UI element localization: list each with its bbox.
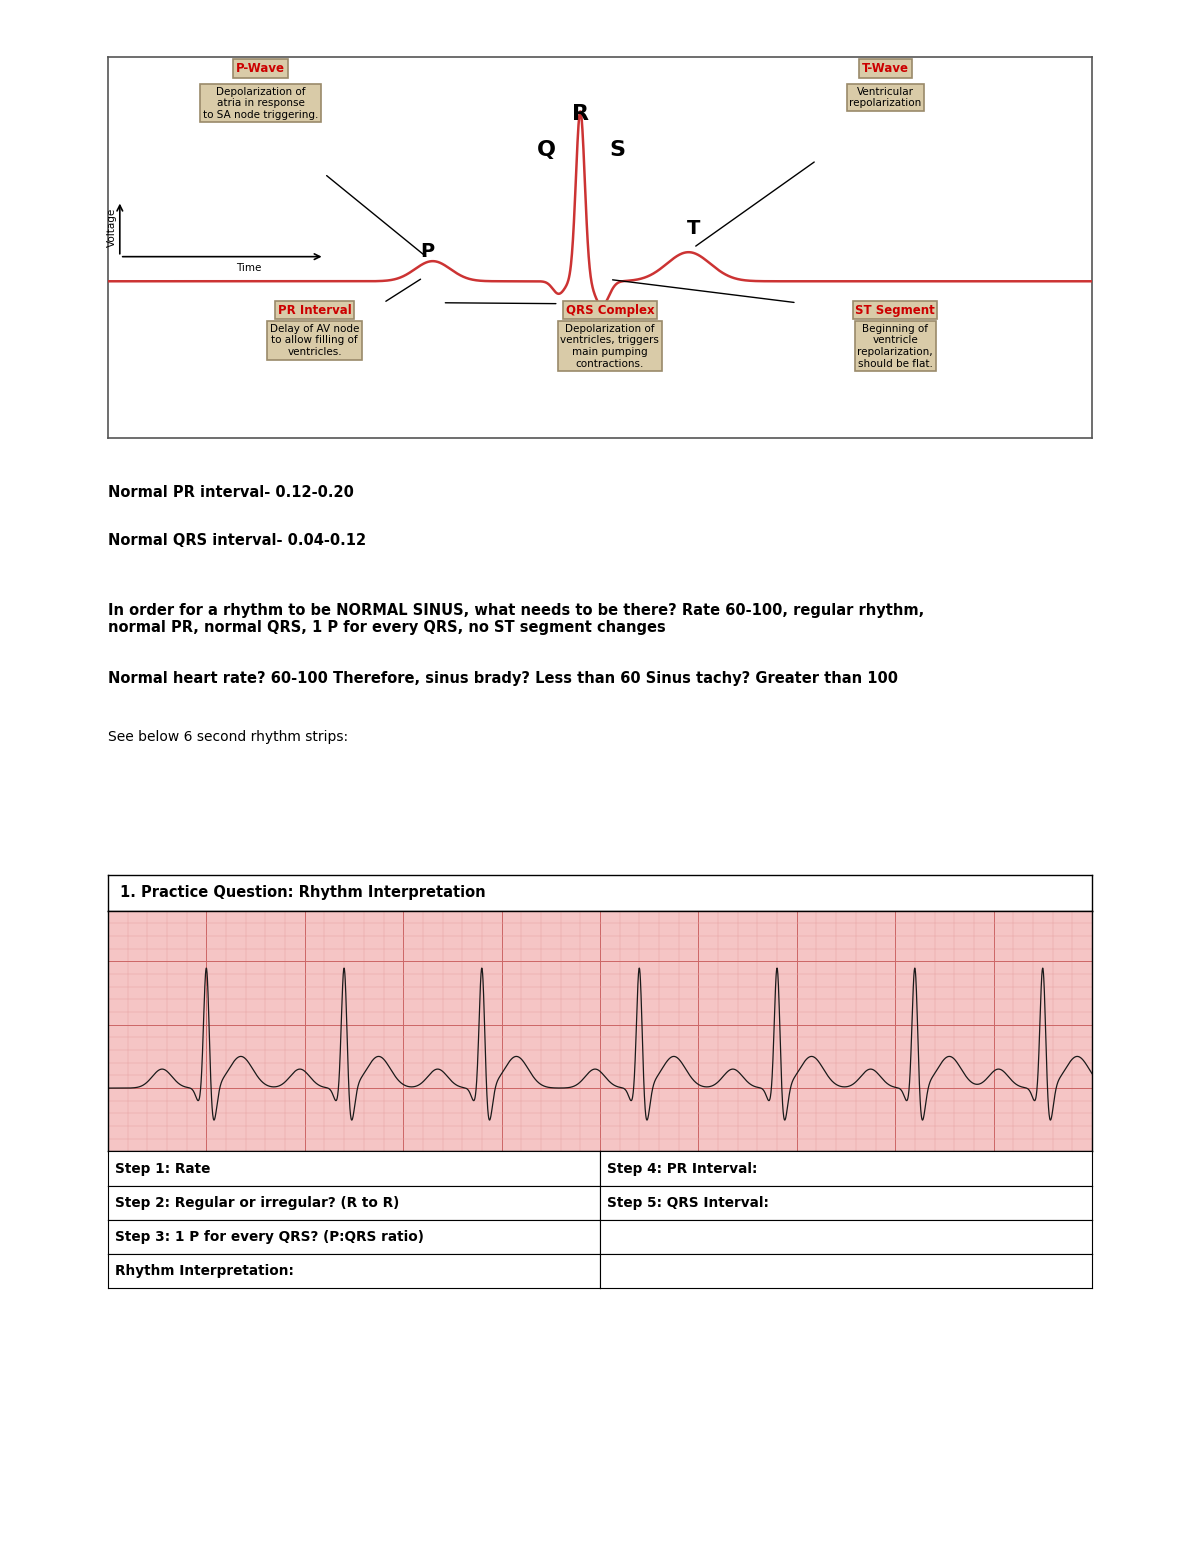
Text: T: T bbox=[686, 219, 700, 238]
Text: Step 3: 1 P for every QRS? (P:QRS ratio): Step 3: 1 P for every QRS? (P:QRS ratio) bbox=[115, 1230, 425, 1244]
Text: Depolarization of
atria in response
to SA node triggering.: Depolarization of atria in response to S… bbox=[203, 87, 318, 120]
Text: Step 5: QRS Interval:: Step 5: QRS Interval: bbox=[607, 1196, 769, 1210]
Text: Step 4: PR Interval:: Step 4: PR Interval: bbox=[607, 1162, 757, 1176]
Text: Depolarization of
ventricles, triggers
main pumping
contractions.: Depolarization of ventricles, triggers m… bbox=[560, 325, 659, 368]
Text: T-Wave: T-Wave bbox=[862, 62, 908, 75]
Text: Normal PR interval- 0.12-0.20: Normal PR interval- 0.12-0.20 bbox=[108, 485, 354, 500]
Text: Time: Time bbox=[236, 262, 262, 273]
Text: QRS Complex: QRS Complex bbox=[565, 304, 654, 317]
Text: Voltage: Voltage bbox=[107, 208, 116, 247]
Text: P: P bbox=[421, 242, 434, 261]
Text: In order for a rhythm to be NORMAL SINUS, what needs to be there? Rate 60-100, r: In order for a rhythm to be NORMAL SINUS… bbox=[108, 603, 924, 635]
Text: Normal heart rate? 60-100 Therefore, sinus brady? Less than 60 Sinus tachy? Grea: Normal heart rate? 60-100 Therefore, sin… bbox=[108, 671, 898, 686]
Text: P-Wave: P-Wave bbox=[236, 62, 286, 75]
Text: S: S bbox=[610, 140, 625, 160]
Text: ST Segment: ST Segment bbox=[856, 304, 935, 317]
Text: Delay of AV node
to allow filling of
ventricles.: Delay of AV node to allow filling of ven… bbox=[270, 325, 359, 357]
Text: Beginning of
ventricle
repolarization,
should be flat.: Beginning of ventricle repolarization, s… bbox=[857, 325, 934, 368]
Text: Q: Q bbox=[536, 140, 556, 160]
Text: Step 2: Regular or irregular? (R to R): Step 2: Regular or irregular? (R to R) bbox=[115, 1196, 400, 1210]
Text: Rhythm Interpretation:: Rhythm Interpretation: bbox=[115, 1264, 294, 1278]
Text: Ventricular
repolarization: Ventricular repolarization bbox=[850, 87, 922, 109]
Text: Step 1: Rate: Step 1: Rate bbox=[115, 1162, 211, 1176]
Text: See below 6 second rhythm strips:: See below 6 second rhythm strips: bbox=[108, 730, 348, 744]
Text: R: R bbox=[572, 104, 589, 124]
Text: 1. Practice Question: Rhythm Interpretation: 1. Practice Question: Rhythm Interpretat… bbox=[120, 885, 486, 901]
Text: Normal QRS interval- 0.04-0.12: Normal QRS interval- 0.04-0.12 bbox=[108, 533, 366, 548]
Text: PR Interval: PR Interval bbox=[277, 304, 352, 317]
